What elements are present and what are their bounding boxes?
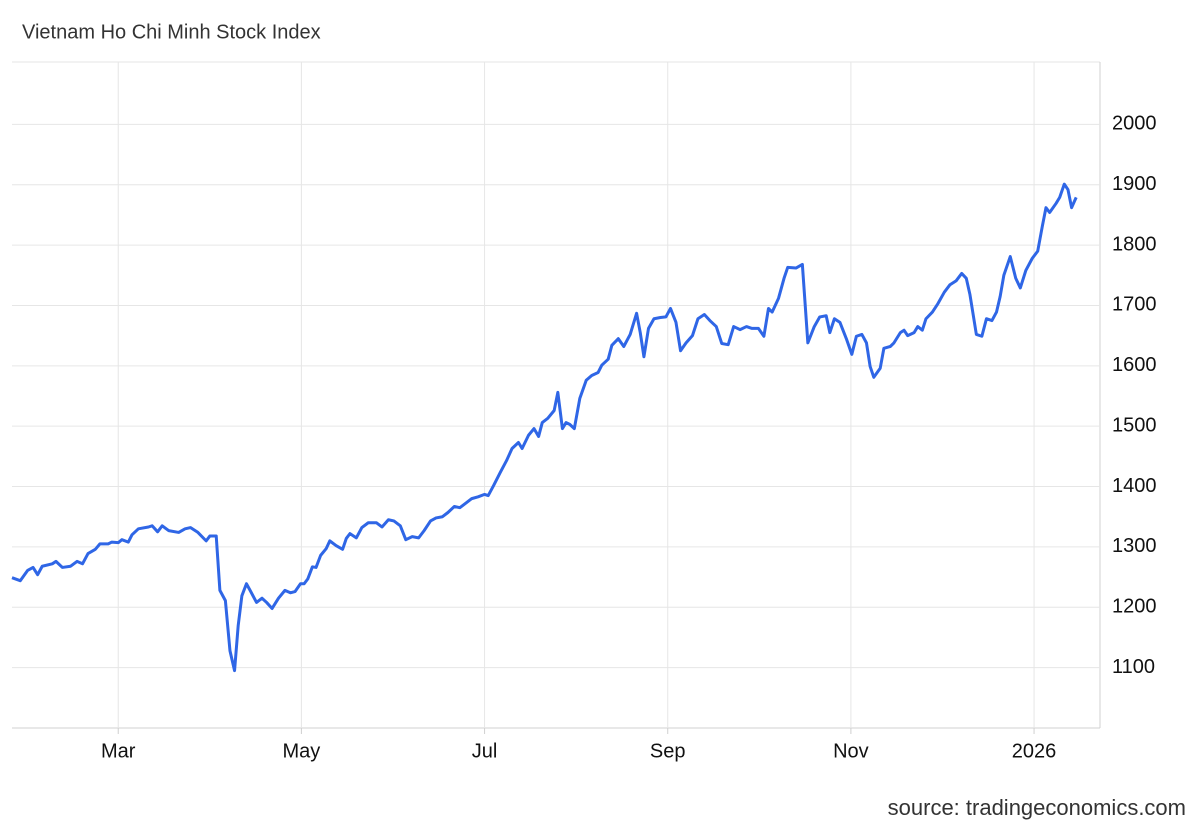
y-tick-label: 1600 <box>1112 354 1157 376</box>
series-line <box>11 182 1078 673</box>
x-tick-label: Mar <box>101 740 136 762</box>
y-tick-label: 1200 <box>1112 596 1157 618</box>
y-tick-label: 1500 <box>1112 414 1157 436</box>
x-tick-label: Sep <box>650 740 686 762</box>
x-tick-label: Nov <box>833 740 869 762</box>
y-tick-label: 1100 <box>1112 656 1155 678</box>
source-note: source: tradingeconomics.com <box>888 795 1186 820</box>
x-tick-label: Jul <box>472 740 498 762</box>
y-tick-label: 1700 <box>1112 294 1157 316</box>
y-tick-label: 2000 <box>1112 113 1157 135</box>
y-tick-label: 1900 <box>1112 173 1157 195</box>
y-tick-label: 1800 <box>1112 233 1157 255</box>
chart-title: Vietnam Ho Chi Minh Stock Index <box>22 21 321 43</box>
x-tick-label: 2026 <box>1012 740 1057 762</box>
y-tick-label: 1400 <box>1112 475 1157 497</box>
y-tick-label: 1300 <box>1112 535 1157 557</box>
x-tick-label: May <box>283 740 321 762</box>
